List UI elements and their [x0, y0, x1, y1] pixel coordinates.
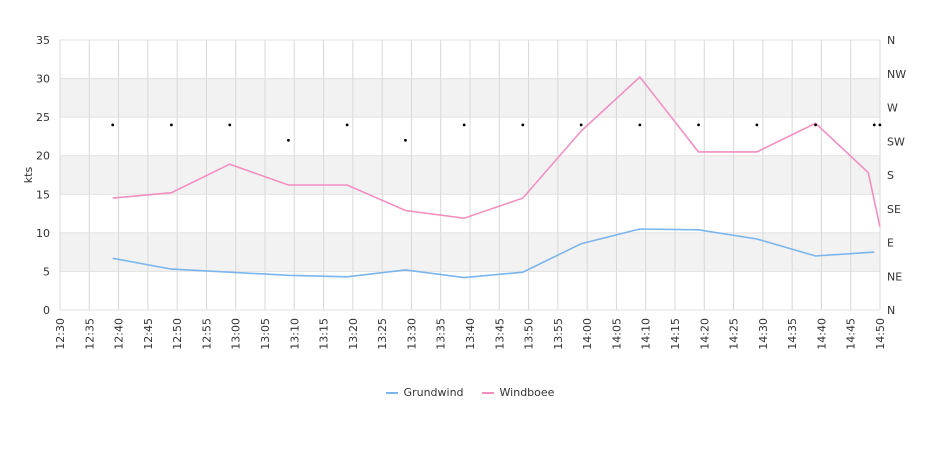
x-tick-label: 14:25 [728, 318, 741, 350]
x-tick-label: 13:10 [288, 318, 301, 350]
x-tick-label: 13:25 [376, 318, 389, 350]
direction-point [872, 123, 876, 127]
x-tick-label: 14:10 [640, 318, 653, 350]
y-tick-label: 5 [43, 265, 50, 278]
direction-tick-label: N [887, 34, 895, 47]
direction-point [878, 123, 882, 127]
direction-tick-label: NE [887, 270, 902, 283]
x-tick-label: 14:15 [669, 318, 682, 350]
direction-tick-label: S [887, 169, 894, 182]
x-tick-label: 13:15 [318, 318, 331, 350]
x-tick-label: 14:30 [757, 318, 770, 350]
direction-point [228, 123, 232, 127]
legend-label: Grundwind [403, 386, 464, 399]
direction-point [462, 123, 466, 127]
direction-tick-label: SW [887, 135, 905, 148]
direction-tick-label: SE [887, 203, 901, 216]
x-tick-label: 12:45 [142, 318, 155, 350]
x-tick-label: 14:50 [874, 318, 887, 350]
x-tick-label: 12:35 [83, 318, 96, 350]
x-tick-label: 14:35 [786, 318, 799, 350]
x-tick-label: 12:50 [171, 318, 184, 350]
x-tick-label: 13:55 [552, 318, 565, 350]
y-tick-label: 15 [36, 188, 50, 201]
legend: Grundwind Windboee [0, 386, 940, 399]
legend-item-grundwind[interactable]: Grundwind [385, 386, 464, 399]
y-tick-label: 20 [36, 150, 50, 163]
direction-point [697, 123, 700, 127]
direction-tick-label: NW [887, 68, 906, 81]
x-tick-label: 14:40 [815, 318, 828, 350]
direction-point [638, 123, 642, 127]
direction-point [170, 123, 173, 127]
x-tick-label: 14:00 [581, 318, 594, 350]
y-tick-label: 0 [43, 304, 50, 317]
x-tick-label: 12:40 [113, 318, 126, 350]
direction-tick-label: E [887, 237, 894, 250]
y-tick-label: 30 [36, 73, 50, 86]
x-tick-label: 13:05 [259, 318, 272, 350]
legend-swatch [481, 391, 494, 394]
x-tick-label: 12:55 [200, 318, 213, 350]
direction-tick-label: N [887, 304, 895, 317]
x-tick-label: 12:30 [54, 318, 67, 350]
x-tick-label: 14:20 [698, 318, 711, 350]
series-line-grundwind [112, 228, 875, 279]
x-tick-label: 13:45 [493, 318, 506, 350]
y-tick-label: 35 [36, 34, 50, 47]
legend-swatch [385, 391, 398, 394]
x-tick-label: 13:40 [464, 318, 477, 350]
direction-tick-label: W [887, 102, 898, 115]
x-tick-label: 14:05 [610, 318, 623, 350]
direction-point [404, 138, 407, 142]
legend-label: Windboee [499, 386, 555, 399]
direction-point [755, 123, 759, 127]
x-tick-label: 14:45 [845, 318, 858, 350]
direction-point [111, 123, 115, 127]
y-tick-label: 10 [36, 227, 50, 240]
x-tick-label: 13:20 [347, 318, 360, 350]
direction-point [287, 138, 290, 142]
direction-point [345, 123, 349, 127]
x-tick-label: 13:00 [230, 318, 243, 350]
direction-point [521, 123, 525, 127]
y-axis-label: kts [22, 167, 35, 184]
y-tick-label: 25 [36, 111, 50, 124]
x-tick-label: 13:30 [405, 318, 418, 350]
legend-item-windboee[interactable]: Windboee [481, 386, 555, 399]
direction-point [814, 123, 817, 127]
x-tick-label: 13:50 [523, 318, 536, 350]
x-tick-label: 13:35 [435, 318, 448, 350]
series-line-windboee [112, 75, 881, 227]
direction-point [579, 123, 583, 127]
